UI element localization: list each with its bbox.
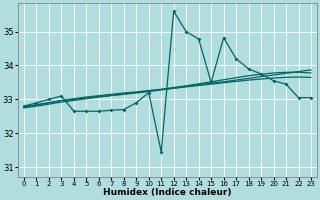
X-axis label: Humidex (Indice chaleur): Humidex (Indice chaleur) (103, 188, 232, 197)
